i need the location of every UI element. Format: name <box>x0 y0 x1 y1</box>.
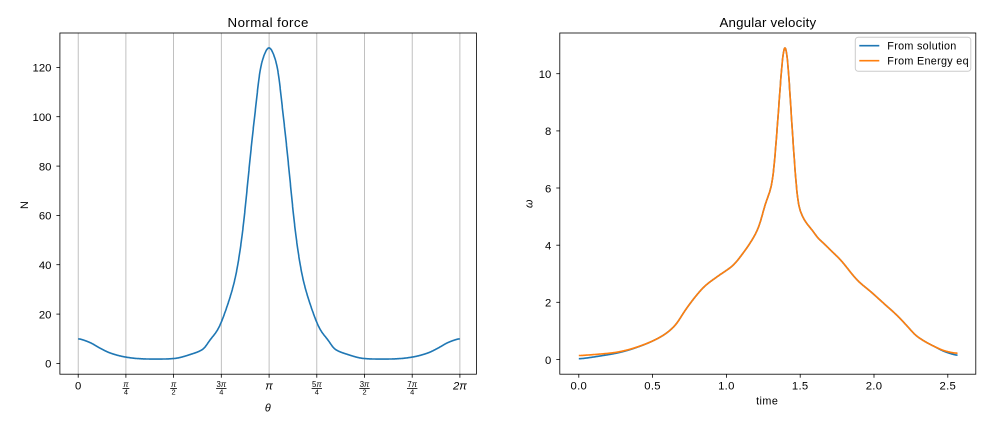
svg-text:time: time <box>756 395 778 407</box>
svg-text:60: 60 <box>39 211 52 223</box>
svg-text:0: 0 <box>545 355 551 367</box>
svg-text:0.5: 0.5 <box>644 381 661 393</box>
svg-text:Normal force: Normal force <box>228 15 309 30</box>
svg-text:3π: 3π <box>217 380 227 389</box>
svg-text:Angular velocity: Angular velocity <box>719 15 816 30</box>
svg-text:2.0: 2.0 <box>866 381 883 393</box>
svg-text:6: 6 <box>545 183 551 195</box>
svg-text:2: 2 <box>545 298 551 310</box>
svg-text:1.0: 1.0 <box>718 381 735 393</box>
svg-text:1.5: 1.5 <box>792 381 809 393</box>
svg-text:0: 0 <box>75 381 81 393</box>
svg-text:20: 20 <box>39 309 52 321</box>
svg-text:4: 4 <box>315 388 319 397</box>
svg-text:2π: 2π <box>452 381 467 393</box>
svg-text:0.0: 0.0 <box>570 381 587 393</box>
svg-text:π: π <box>171 380 177 389</box>
svg-text:θ: θ <box>265 402 271 414</box>
svg-text:4: 4 <box>545 241 551 253</box>
svg-text:100: 100 <box>33 112 52 124</box>
svg-text:N: N <box>19 201 31 209</box>
svg-text:4: 4 <box>410 388 414 397</box>
svg-text:40: 40 <box>39 260 52 272</box>
svg-text:5π: 5π <box>312 380 322 389</box>
svg-text:80: 80 <box>39 161 52 173</box>
svg-text:2: 2 <box>172 388 176 397</box>
svg-text:10: 10 <box>539 69 552 81</box>
svg-text:7π: 7π <box>407 380 417 389</box>
svg-text:π: π <box>265 381 273 393</box>
svg-text:4: 4 <box>219 388 223 397</box>
svg-text:4: 4 <box>124 388 128 397</box>
svg-text:From Energy eq: From Energy eq <box>887 55 969 67</box>
svg-text:From solution: From solution <box>887 40 956 52</box>
svg-text:ω: ω <box>524 199 536 208</box>
svg-text:2.5: 2.5 <box>939 381 956 393</box>
svg-text:0: 0 <box>45 359 51 371</box>
svg-text:π: π <box>123 380 129 389</box>
svg-text:120: 120 <box>33 63 52 75</box>
svg-text:8: 8 <box>545 126 551 138</box>
svg-text:3π: 3π <box>360 380 370 389</box>
svg-text:2: 2 <box>362 388 366 397</box>
